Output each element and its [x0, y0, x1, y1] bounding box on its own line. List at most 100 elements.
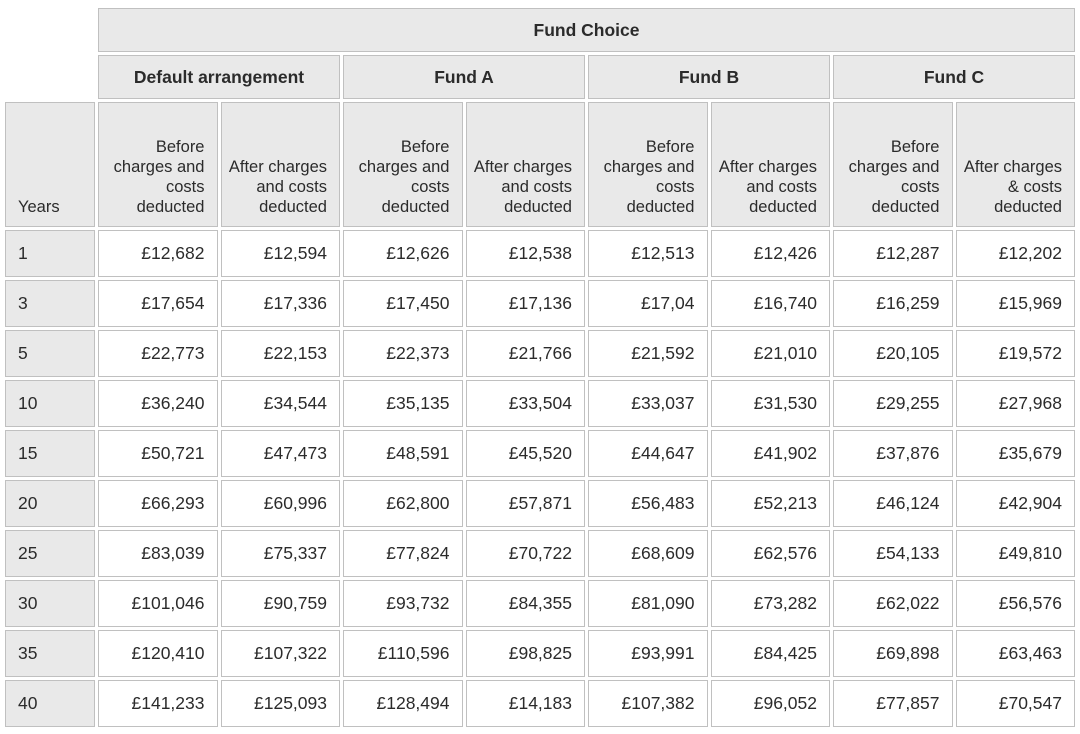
group-header-row: Default arrangement Fund A Fund B Fund C [5, 55, 1075, 99]
subheader-fund-a-before: Before charges and costs deducted [343, 102, 463, 227]
value-cell: £57,871 [465, 480, 585, 527]
value-cell: £35,135 [343, 380, 463, 427]
subheader-row: Years Before charges and costs deducted … [5, 102, 1075, 227]
subheader-default-after: After charges and costs deducted [220, 102, 340, 227]
years-cell: 25 [5, 530, 95, 577]
value-cell: £41,902 [710, 430, 830, 477]
value-cell: £37,876 [833, 430, 953, 477]
table-row: 1 £12,682 £12,594 £12,626 £12,538 £12,513 £12,… [5, 230, 1075, 277]
years-cell: 3 [5, 280, 95, 327]
value-cell: £128,494 [343, 680, 463, 727]
value-cell: £17,336 [220, 280, 340, 327]
value-cell: £101,046 [98, 580, 218, 627]
table-row: 25 £83,039 £75,337 £77,824 £70,722 £68,609 £62… [5, 530, 1075, 577]
value-cell: £49,810 [955, 530, 1075, 577]
years-cell: 40 [5, 680, 95, 727]
value-cell: £29,255 [833, 380, 953, 427]
title-row: Fund Choice [5, 8, 1075, 52]
value-cell: £63,463 [955, 630, 1075, 677]
value-cell: £19,572 [955, 330, 1075, 377]
value-cell: £62,022 [833, 580, 953, 627]
table-body: 1 £12,682 £12,594 £12,626 £12,538 £12,513 £12,… [5, 230, 1075, 727]
value-cell: £62,576 [710, 530, 830, 577]
table-title: Fund Choice [98, 8, 1075, 52]
value-cell: £22,153 [220, 330, 340, 377]
table-row: 35 £120,410 £107,322 £110,596 £98,825 £93,991… [5, 630, 1075, 677]
years-cell: 5 [5, 330, 95, 377]
group-header-fund-b: Fund B [588, 55, 830, 99]
years-cell: 20 [5, 480, 95, 527]
value-cell: £12,426 [710, 230, 830, 277]
value-cell: £93,991 [588, 630, 708, 677]
years-cell: 1 [5, 230, 95, 277]
value-cell: £45,520 [465, 430, 585, 477]
table-row: 30 £101,046 £90,759 £93,732 £84,355 £81,090 £7… [5, 580, 1075, 627]
value-cell: £54,133 [833, 530, 953, 577]
value-cell: £34,544 [220, 380, 340, 427]
value-cell: £93,732 [343, 580, 463, 627]
value-cell: £69,898 [833, 630, 953, 677]
value-cell: £21,010 [710, 330, 830, 377]
value-cell: £107,382 [588, 680, 708, 727]
value-cell: £141,233 [98, 680, 218, 727]
value-cell: £33,037 [588, 380, 708, 427]
value-cell: £90,759 [220, 580, 340, 627]
years-cell: 30 [5, 580, 95, 627]
value-cell: £16,740 [710, 280, 830, 327]
table-row: 3 £17,654 £17,336 £17,450 £17,136 £17,04 £16,7… [5, 280, 1075, 327]
value-cell: £77,824 [343, 530, 463, 577]
value-cell: £48,591 [343, 430, 463, 477]
value-cell: £120,410 [98, 630, 218, 677]
value-cell: £36,240 [98, 380, 218, 427]
value-cell: £17,136 [465, 280, 585, 327]
value-cell: £56,483 [588, 480, 708, 527]
value-cell: £70,547 [955, 680, 1075, 727]
subheader-default-before: Before charges and costs deducted [98, 102, 218, 227]
value-cell: £77,857 [833, 680, 953, 727]
value-cell: £73,282 [710, 580, 830, 627]
value-cell: £33,504 [465, 380, 585, 427]
value-cell: £46,124 [833, 480, 953, 527]
years-column-header: Years [5, 102, 95, 227]
subheader-fund-a-after: After charges and costs deducted [465, 102, 585, 227]
value-cell: £31,530 [710, 380, 830, 427]
value-cell: £98,825 [465, 630, 585, 677]
value-cell: £12,682 [98, 230, 218, 277]
subheader-fund-c-before: Before charges and costs deducted [833, 102, 953, 227]
value-cell: £16,259 [833, 280, 953, 327]
value-cell: £62,800 [343, 480, 463, 527]
value-cell: £125,093 [220, 680, 340, 727]
value-cell: £44,647 [588, 430, 708, 477]
value-cell: £83,039 [98, 530, 218, 577]
value-cell: £15,969 [955, 280, 1075, 327]
value-cell: £66,293 [98, 480, 218, 527]
value-cell: £110,596 [343, 630, 463, 677]
years-cell: 15 [5, 430, 95, 477]
group-header-default-arrangement: Default arrangement [98, 55, 340, 99]
value-cell: £12,626 [343, 230, 463, 277]
value-cell: £17,04 [588, 280, 708, 327]
table-row: 40 £141,233 £125,093 £128,494 £14,183 £107,38… [5, 680, 1075, 727]
table-row: 20 £66,293 £60,996 £62,800 £57,871 £56,483 £52… [5, 480, 1075, 527]
years-cell: 35 [5, 630, 95, 677]
value-cell: £14,183 [465, 680, 585, 727]
value-cell: £96,052 [710, 680, 830, 727]
subheader-fund-b-before: Before charges and costs deducted [588, 102, 708, 227]
years-cell: 10 [5, 380, 95, 427]
corner-spacer [5, 55, 95, 99]
value-cell: £12,513 [588, 230, 708, 277]
value-cell: £68,609 [588, 530, 708, 577]
value-cell: £35,679 [955, 430, 1075, 477]
value-cell: £47,473 [220, 430, 340, 477]
subheader-fund-c-after: After charges & costs deducted [955, 102, 1075, 227]
value-cell: £17,450 [343, 280, 463, 327]
value-cell: £84,425 [710, 630, 830, 677]
value-cell: £107,322 [220, 630, 340, 677]
table-row: 5 £22,773 £22,153 £22,373 £21,766 £21,592 £21,… [5, 330, 1075, 377]
value-cell: £12,202 [955, 230, 1075, 277]
value-cell: £21,766 [465, 330, 585, 377]
corner-spacer [5, 8, 95, 52]
value-cell: £52,213 [710, 480, 830, 527]
value-cell: £12,594 [220, 230, 340, 277]
value-cell: £21,592 [588, 330, 708, 377]
